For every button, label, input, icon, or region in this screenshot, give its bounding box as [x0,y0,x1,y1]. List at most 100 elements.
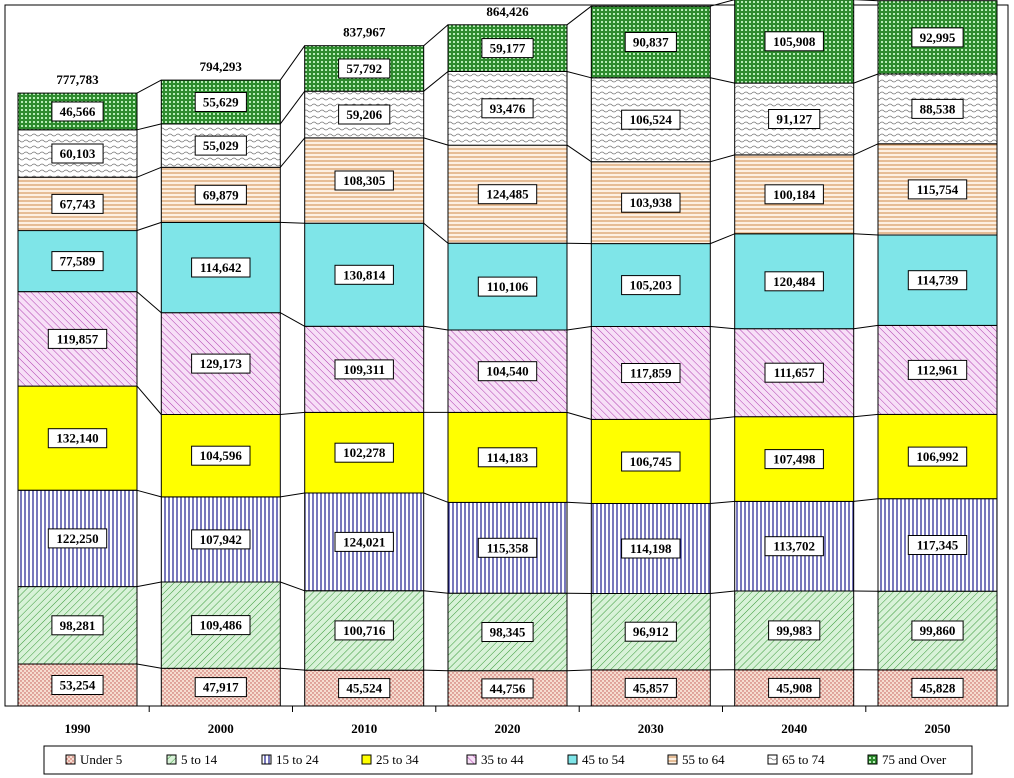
value-label-box [907,179,968,200]
value-label-75-and-over-2020: 59,177 [490,41,526,56]
value-label-25-to-34-2040: 107,498 [773,452,816,467]
value-label-box [768,109,821,129]
value-label-65-to-74-2010: 59,206 [346,107,382,122]
legend-label-45-to-54: 45 to 54 [582,752,625,767]
value-label-75-and-over-2030: 90,837 [633,35,669,50]
series-connector-line [423,71,449,92]
value-label-45-to-54-2000: 114,642 [200,260,242,275]
segment-labels: 53,254 98,281 122,250 132,140 119,857 77,589 6… [47,0,968,699]
value-label-box [621,109,681,130]
bar-segment-under-5-2010 [304,669,425,707]
series-connector-line [280,492,305,498]
value-label-45-to-54-2030: 105,203 [630,278,673,293]
legend-swatch-5-to-14 [166,754,177,765]
value-label-35-to-44-2050: 112,961 [917,362,959,377]
x-tick-label-2030: 2030 [638,721,664,736]
value-label-box [51,101,104,122]
value-label-55-to-64-2050: 115,754 [917,182,959,197]
value-label-box [481,38,534,59]
series-connector-line [279,45,306,81]
series-connector-line [279,90,306,125]
legend-frame [43,745,973,775]
value-label-box [477,537,538,558]
series-connector-line [136,663,162,669]
series-connector-line [136,123,162,131]
value-label-box [334,264,394,285]
series-connector-line [710,500,735,504]
legend-swatch-under-5 [65,754,76,765]
value-label-25-to-34-2030: 106,745 [630,454,673,469]
value-label-box [481,622,534,642]
value-label-65-to-74-1990: 60,103 [60,146,96,161]
value-label-55-to-64-2040: 100,184 [773,187,816,202]
x-tick-label-2020: 2020 [495,721,521,736]
value-label-box [51,251,104,272]
value-label-35-to-44-2040: 111,657 [774,365,815,380]
value-label-box [477,447,538,468]
x-tick-label-2000: 2000 [208,721,234,736]
value-label-box [334,620,394,641]
value-label-box [907,446,968,467]
legend-label-75-and-over: 75 and Over [882,752,947,767]
value-label-65-to-74-2020: 93,476 [490,101,526,116]
value-label-box [194,184,247,205]
value-label-5-to-14-2020: 98,345 [490,625,526,640]
value-label-55-to-64-2010: 108,305 [343,173,386,188]
value-label-15-to-24-2000: 107,942 [200,532,242,547]
series-connector-line [136,489,162,498]
value-label-55-to-64-2020: 124,485 [486,187,529,202]
value-label-box [47,428,108,449]
value-label-box [334,170,394,191]
series-connector-line [566,411,592,420]
total-label-2020: 864,426 [486,4,529,19]
series-connector-line [566,669,592,672]
legend-label-5-to-14: 5 to 14 [181,752,218,767]
x-tick-label-2010: 2010 [351,721,377,736]
series-connector-line [853,413,879,418]
value-label-55-to-64-2030: 103,938 [630,195,673,210]
value-label-box [907,270,968,291]
legend-label-65-to-74: 65 to 74 [782,752,825,767]
legend-label-25-to-34: 25 to 34 [376,752,419,767]
value-label-box [191,529,251,550]
series-connector-line [280,667,305,671]
legend-label-15-to-24: 15 to 24 [276,752,319,767]
series-connector-line [136,291,162,314]
value-label-35-to-44-2030: 117,859 [630,366,672,381]
value-label-box [764,449,824,470]
series-connector-line [710,154,735,163]
value-label-35-to-44-1990: 119,857 [57,331,99,346]
series-connector-line [423,492,449,503]
value-label-box [477,276,538,297]
x-axis: 1990 2000 2010 2020 2030 2040 2050 [65,706,951,736]
value-label-25-to-34-1990: 132,140 [56,431,98,446]
series-connector-line [136,221,162,231]
value-label-box [621,275,681,296]
value-label-box [338,58,391,79]
value-label-under-5-2020: 44,756 [490,681,526,696]
legend: Under 5 5 to 14 15 to 24 25 to 34 35 to 44 45… [65,752,947,767]
bar-segment-15-to-24-2030 [590,503,711,594]
value-label-box [47,328,108,349]
value-label-box [191,353,251,374]
value-label-25-to-34-2000: 104,596 [200,448,243,463]
x-tick-label-1990: 1990 [65,721,91,736]
value-label-box [194,677,247,698]
value-label-25-to-34-2050: 106,992 [916,449,958,464]
x-tick-label-2050: 2050 [925,721,951,736]
legend-label-35-to-44: 35 to 44 [481,752,524,767]
value-label-15-to-24-2020: 115,358 [487,540,529,555]
value-label-box [768,620,821,641]
value-label-box [907,359,968,380]
value-label-under-5-2000: 47,917 [203,680,239,695]
series-connector-line [423,325,449,331]
legend-label-under-5: Under 5 [80,752,122,767]
value-label-under-5-2040: 45,908 [776,680,812,695]
value-label-75-and-over-1990: 46,566 [60,104,96,119]
series-connector-line [423,222,449,244]
series-connector-line [136,385,162,415]
value-label-25-to-34-2020: 114,183 [487,450,529,465]
value-label-box [624,677,677,698]
series-connector-line [566,326,592,331]
series-connector-line [853,498,879,502]
